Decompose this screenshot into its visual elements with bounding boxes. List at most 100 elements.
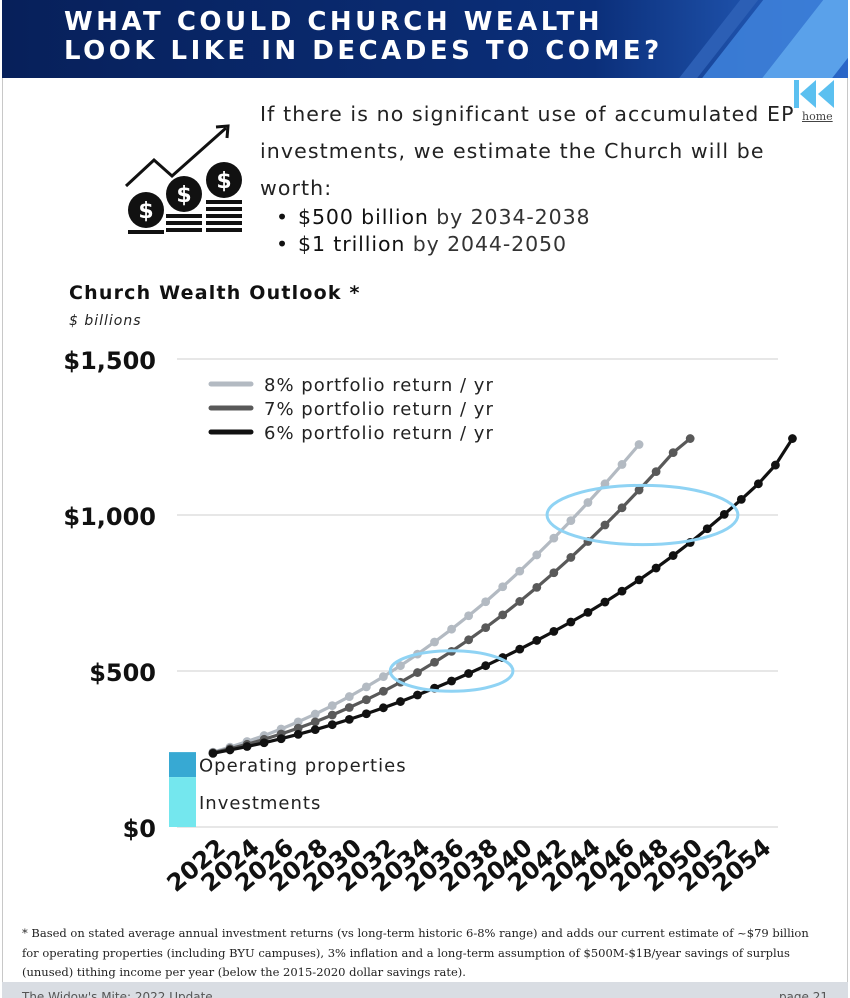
data-point: [327, 710, 337, 720]
home-nav[interactable]: home: [790, 78, 846, 124]
footnote: * Based on stated average annual investm…: [22, 926, 809, 979]
data-point: [327, 720, 337, 730]
data-point: [515, 597, 525, 606]
svg-text:$: $: [216, 169, 231, 194]
base-block-label: Investments: [199, 793, 321, 814]
data-point: [549, 533, 559, 543]
data-point: [379, 672, 388, 682]
publication-title: The Widow's Mite: 2022 Update: [22, 990, 213, 998]
data-point: [515, 644, 525, 654]
wealth-chart: $0 $500 $1,000 $1,500 Operating properties In…: [63, 347, 797, 898]
data-point: [464, 669, 474, 678]
series-line: [212, 443, 641, 754]
data-point: [736, 495, 746, 504]
money-growth-icon: $ $ $: [124, 124, 242, 234]
base-block: [169, 752, 196, 778]
data-point: [413, 668, 422, 677]
data-point: [600, 520, 610, 530]
chart-title: Church Wealth Outlook *: [69, 282, 361, 304]
data-point: [532, 550, 542, 560]
legend-label: 6% portfolio return / yr: [264, 423, 494, 444]
page-number: page 21: [778, 990, 828, 998]
estimate-list: $500 billion by 2034-2038 $1 trillion by…: [276, 204, 590, 258]
data-point: [498, 582, 508, 592]
data-point: [430, 637, 439, 647]
data-point: [771, 460, 780, 470]
data-point: [310, 725, 320, 735]
data-point: [447, 676, 456, 686]
y-tick-label: $500: [89, 659, 156, 687]
data-point: [481, 661, 491, 671]
data-point: [668, 448, 678, 457]
data-point: [413, 690, 422, 700]
data-point: [310, 709, 320, 719]
data-point: [379, 703, 388, 713]
data-point: [396, 697, 405, 706]
home-link[interactable]: home: [802, 110, 833, 123]
data-point: [753, 479, 763, 489]
header-banner: WHAT COULD CHURCH WEALTH LOOK LIKE IN DE…: [2, 0, 848, 78]
data-point: [549, 626, 559, 636]
estimate-amount: $500 billion: [298, 205, 429, 229]
data-point: [617, 460, 627, 469]
data-point: [276, 734, 286, 744]
data-point: [566, 617, 576, 627]
intro-text: If there is no significant use of accumu…: [260, 102, 795, 200]
svg-text:$: $: [138, 199, 153, 224]
data-point: [293, 723, 303, 733]
data-point: [361, 709, 371, 719]
legend-label: 8% portfolio return / yr: [264, 375, 494, 396]
data-point: [788, 434, 797, 443]
data-point: [719, 509, 729, 519]
svg-text:$: $: [176, 183, 191, 208]
data-point: [702, 524, 712, 534]
data-point: [685, 434, 695, 443]
data-point: [396, 661, 405, 671]
data-point: [481, 623, 491, 633]
base-block: [169, 777, 196, 827]
estimate-period: by 2044-2050: [412, 232, 567, 256]
data-point: [208, 748, 218, 758]
data-point: [498, 610, 508, 620]
data-point: [344, 692, 354, 701]
data-point: [600, 597, 610, 607]
data-point: [293, 717, 303, 727]
bottom-bar: The Widow's Mite: 2022 Update page 21: [2, 982, 848, 998]
highlight-ellipse: [388, 649, 515, 693]
legend-label: 7% portfolio return / yr: [264, 399, 494, 420]
data-point: [617, 586, 627, 596]
data-point: [344, 714, 354, 724]
data-point: [293, 729, 303, 739]
estimate-amount: $1 trillion: [298, 232, 406, 256]
estimate-period: by 2034-2038: [436, 205, 591, 229]
data-point: [634, 575, 644, 585]
series-line: [212, 437, 794, 755]
data-point: [225, 745, 235, 755]
data-point: [532, 582, 542, 592]
data-point: [481, 597, 491, 607]
data-point: [327, 701, 337, 711]
data-point: [361, 682, 371, 692]
data-point: [634, 485, 644, 495]
data-point: [617, 503, 627, 513]
data-point: [344, 703, 354, 712]
data-point: [430, 657, 439, 667]
data-point: [566, 516, 576, 526]
data-point: [651, 467, 661, 477]
data-point: [515, 566, 525, 576]
data-point: [634, 440, 644, 449]
rewind-icon[interactable]: [790, 78, 846, 110]
y-tick-label: $0: [123, 815, 156, 843]
y-tick-label: $1,000: [63, 503, 156, 531]
data-point: [379, 686, 388, 696]
list-item: $500 billion by 2034-2038: [276, 204, 590, 231]
chart-units: $ billions: [69, 313, 142, 329]
data-point: [583, 498, 593, 507]
data-point: [566, 553, 576, 562]
data-point: [532, 636, 542, 645]
y-tick-label: $1,500: [63, 347, 156, 375]
data-point: [651, 563, 661, 573]
data-point: [668, 551, 678, 560]
page-title: WHAT COULD CHURCH WEALTH LOOK LIKE IN DE…: [64, 7, 663, 66]
